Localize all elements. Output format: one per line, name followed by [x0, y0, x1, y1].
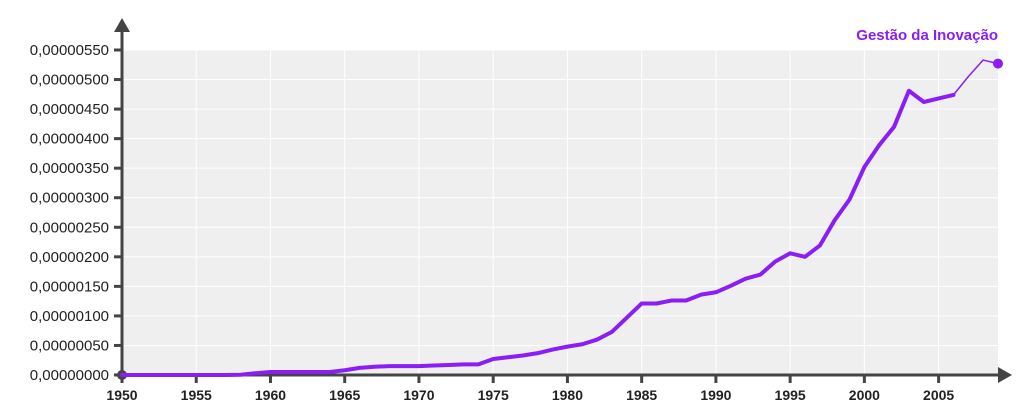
- x-tick-label: 1990: [700, 387, 731, 403]
- y-tick-label: 0,00000550: [30, 42, 109, 59]
- y-axis-tick-labels: 0,00000000 0,00000050 0,00000100 0,00000150…: [30, 42, 109, 384]
- series-label: Gestão da Inovação: [856, 27, 998, 44]
- y-tick-label: 0,00000200: [30, 249, 109, 266]
- x-axis-arrow-icon: [998, 367, 1012, 383]
- x-axis-tick-labels: 1950 1955 1960 1965 1970 1975 1980 1985 1990 1995…: [106, 387, 954, 403]
- x-tick-label: 2000: [849, 387, 880, 403]
- y-axis-arrow-icon: [114, 18, 130, 32]
- x-tick-label: 1950: [106, 387, 137, 403]
- x-tick-label: 1985: [626, 387, 657, 403]
- x-tick-label: 1980: [552, 387, 583, 403]
- series-layer: [120, 58, 1003, 377]
- gridlines: [122, 49, 998, 375]
- series-line-tail: [952, 59, 999, 96]
- x-tick-label: 1960: [255, 387, 286, 403]
- x-tick-label: 1995: [775, 387, 806, 403]
- x-tick-label: 1955: [181, 387, 212, 403]
- y-tick-label: 0,00000350: [30, 160, 109, 177]
- x-tick-label: 1965: [329, 387, 360, 403]
- plot-background: [122, 50, 998, 375]
- y-tick-label: 0,00000450: [30, 101, 109, 118]
- y-tick-label: 0,00000150: [30, 278, 109, 295]
- x-tick-label: 2005: [923, 387, 954, 403]
- x-tick-label: 1975: [478, 387, 509, 403]
- y-tick-label: 0,00000050: [30, 337, 109, 354]
- y-tick-label: 0,00000500: [30, 72, 109, 89]
- y-tick-label: 0,00000400: [30, 131, 109, 148]
- series-line: [120, 88, 956, 377]
- y-tick-label: 0,00000000: [30, 367, 109, 384]
- series-end-point: [993, 58, 1003, 69]
- y-tick-label: 0,00000300: [30, 190, 109, 207]
- y-tick-label: 0,00000100: [30, 308, 109, 325]
- x-tick-label: 1970: [403, 387, 434, 403]
- y-tick-label: 0,00000250: [30, 219, 109, 236]
